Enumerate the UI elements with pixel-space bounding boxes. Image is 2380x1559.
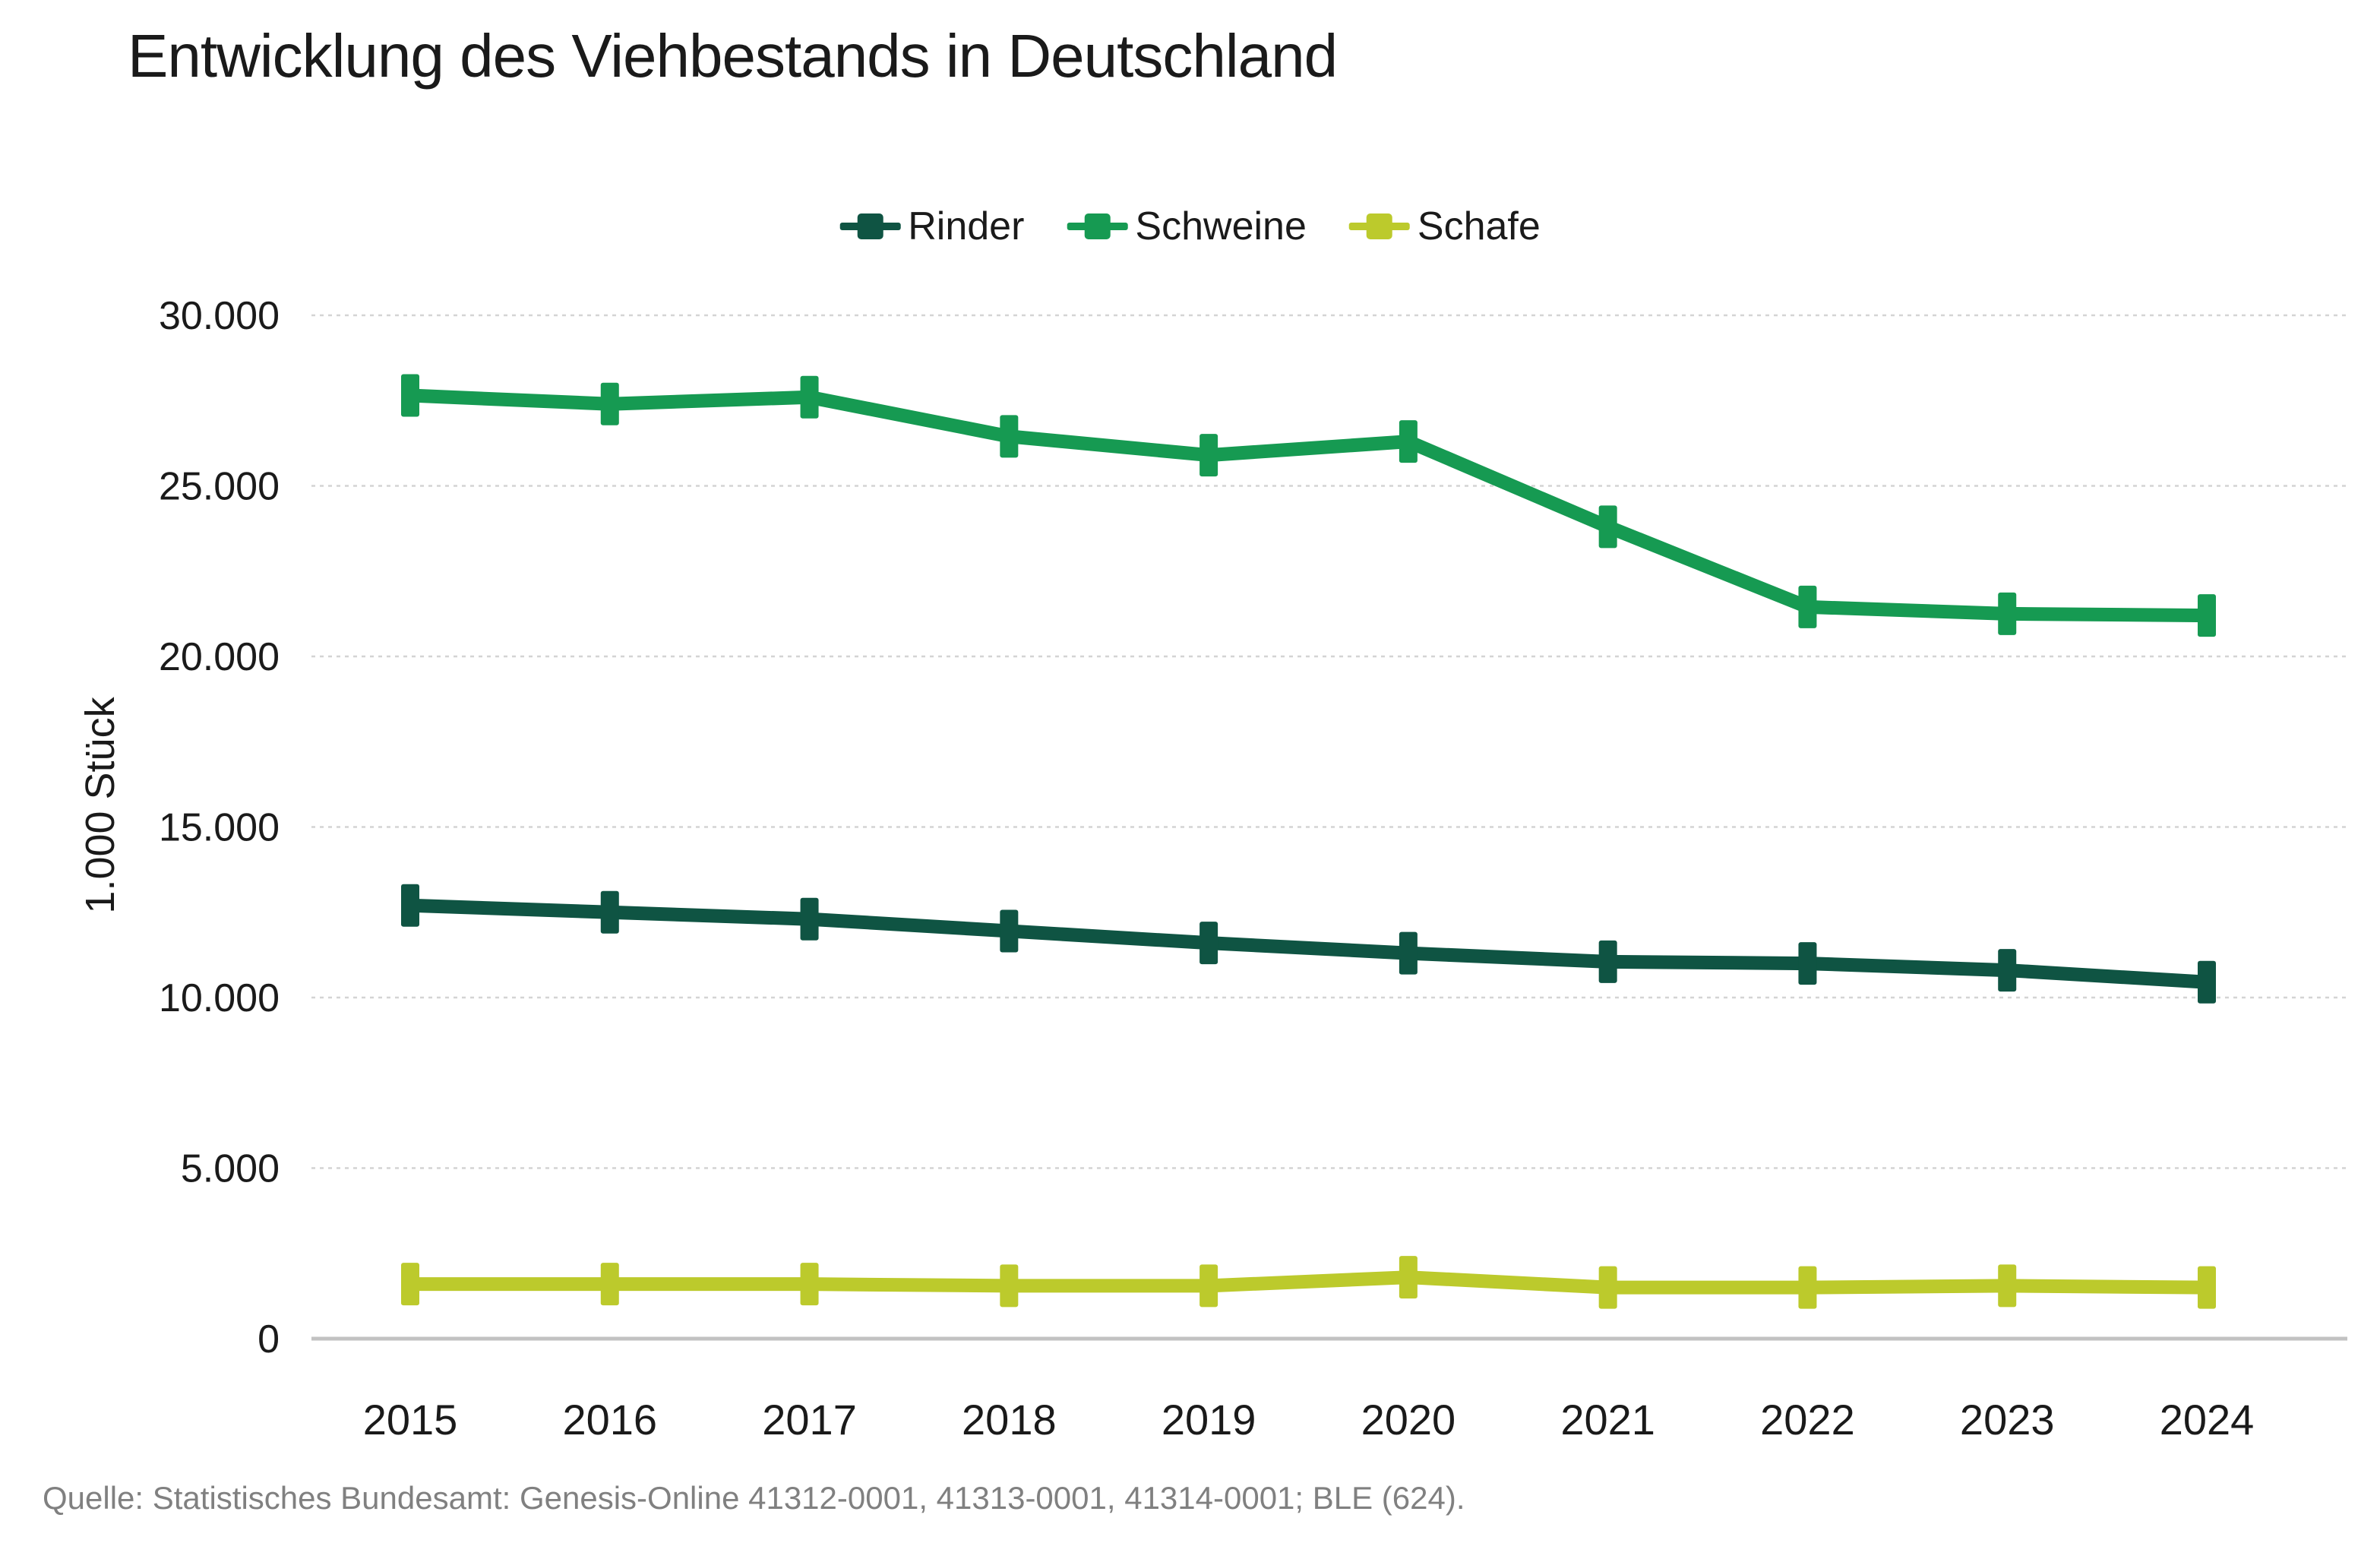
- x-axis-tick-label: 2022: [1760, 1396, 1855, 1444]
- x-axis-tick-label: 2016: [562, 1396, 657, 1444]
- legend-marker-square: [1366, 213, 1392, 239]
- data-point-marker-schweine: [1000, 415, 1019, 458]
- series-line-rinder: [409, 898, 2208, 989]
- data-point-marker-schafe: [1199, 1264, 1218, 1308]
- x-axis-tick-label: 2021: [1560, 1396, 1655, 1444]
- data-point-marker-schafe: [800, 1263, 819, 1306]
- series-line-schweine: [409, 388, 2208, 623]
- data-point-marker-schweine: [2198, 594, 2216, 637]
- y-axis-tick-label: 15.000: [159, 806, 280, 850]
- legend-marker-icon: [839, 213, 901, 239]
- y-axis-tick-label: 5.000: [181, 1147, 280, 1191]
- legend-item-rinder: Rinder: [839, 204, 1024, 249]
- data-point-marker-schweine: [1798, 585, 1817, 628]
- data-point-marker-rinder: [1598, 940, 1617, 983]
- legend-marker-icon: [1067, 213, 1128, 239]
- source-note: Quelle: Statistisches Bundesamt: Genesis…: [43, 1480, 1465, 1516]
- legend-marker-square: [857, 213, 883, 239]
- data-point-marker-rinder: [1399, 931, 1418, 975]
- x-axis-tick-label: 2018: [962, 1396, 1057, 1444]
- data-point-marker-schafe: [1998, 1264, 2017, 1308]
- data-point-marker-rinder: [1199, 922, 1218, 965]
- data-point-marker-rinder: [2198, 960, 2216, 1004]
- y-axis-title: 1.000 Stück: [77, 696, 123, 913]
- x-axis-tick-label: 2019: [1162, 1396, 1256, 1444]
- data-point-marker-rinder: [1798, 942, 1817, 985]
- x-axis-tick-label: 2015: [363, 1396, 458, 1444]
- legend-marker-square: [1084, 213, 1111, 239]
- x-axis-tick-label: 2017: [762, 1396, 857, 1444]
- data-point-marker-schweine: [1199, 434, 1218, 477]
- data-point-marker-rinder: [401, 884, 419, 927]
- chart-legend: Rinder Schweine Schafe: [839, 204, 1541, 249]
- legend-item-schafe: Schafe: [1348, 204, 1541, 249]
- data-point-marker-schafe: [1798, 1266, 1817, 1309]
- legend-item-label: Schafe: [1417, 204, 1541, 248]
- x-axis-tick-label: 2020: [1361, 1396, 1456, 1444]
- data-point-marker-schafe: [2198, 1266, 2216, 1309]
- x-axis-tick-label: 2024: [2160, 1396, 2255, 1444]
- data-point-marker-schweine: [1399, 420, 1418, 463]
- data-point-marker-rinder: [1000, 909, 1019, 953]
- data-point-marker-schweine: [401, 374, 419, 417]
- data-point-marker-schweine: [1598, 505, 1617, 549]
- y-axis-tick-label: 30.000: [159, 294, 280, 338]
- y-axis-tick-label: 20.000: [159, 635, 280, 679]
- data-point-marker-schafe: [1598, 1266, 1617, 1309]
- data-point-marker-schweine: [1998, 592, 2017, 635]
- series-line-schafe: [410, 1270, 2208, 1295]
- data-point-marker-rinder: [600, 890, 619, 934]
- legend-item-label: Rinder: [908, 204, 1025, 248]
- x-axis-tick-label: 2023: [1960, 1396, 2055, 1444]
- data-point-marker-schafe: [1399, 1256, 1418, 1299]
- legend-marker-icon: [1348, 213, 1410, 239]
- data-point-marker-schafe: [1000, 1264, 1019, 1308]
- data-point-marker-schweine: [600, 382, 619, 425]
- data-point-marker-schafe: [401, 1263, 419, 1306]
- data-point-marker-schafe: [600, 1263, 619, 1306]
- data-point-marker-rinder: [1998, 949, 2017, 992]
- data-point-marker-schweine: [800, 375, 819, 419]
- chart-title: Entwicklung des Viehbestands in Deutschl…: [128, 22, 1338, 90]
- legend-item-schweine: Schweine: [1067, 204, 1307, 249]
- y-axis-tick-label: 25.000: [159, 465, 280, 509]
- y-axis-tick-label: 10.000: [159, 976, 280, 1020]
- data-point-marker-rinder: [800, 897, 819, 941]
- y-axis-tick-label: 0: [258, 1317, 280, 1361]
- legend-item-label: Schweine: [1135, 204, 1307, 248]
